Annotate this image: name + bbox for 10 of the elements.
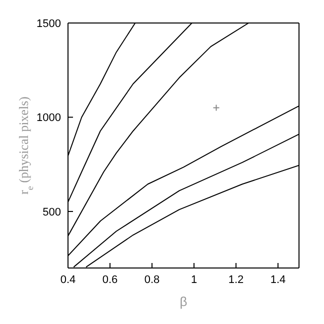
x-axis-title: β xyxy=(180,294,188,309)
x-tick-label: 1 xyxy=(190,274,198,286)
x-tick-label: 1.2 xyxy=(228,274,244,286)
x-tick-label: 1.4 xyxy=(270,274,286,286)
y-tick-label: 500 xyxy=(42,206,61,218)
y-tick-label: 1000 xyxy=(36,112,61,124)
x-tick-label: 0.4 xyxy=(60,274,76,286)
y-tick-label: 1500 xyxy=(36,18,61,30)
x-tick-label: 0.8 xyxy=(144,274,160,286)
x-tick-label: 0.6 xyxy=(102,274,118,286)
